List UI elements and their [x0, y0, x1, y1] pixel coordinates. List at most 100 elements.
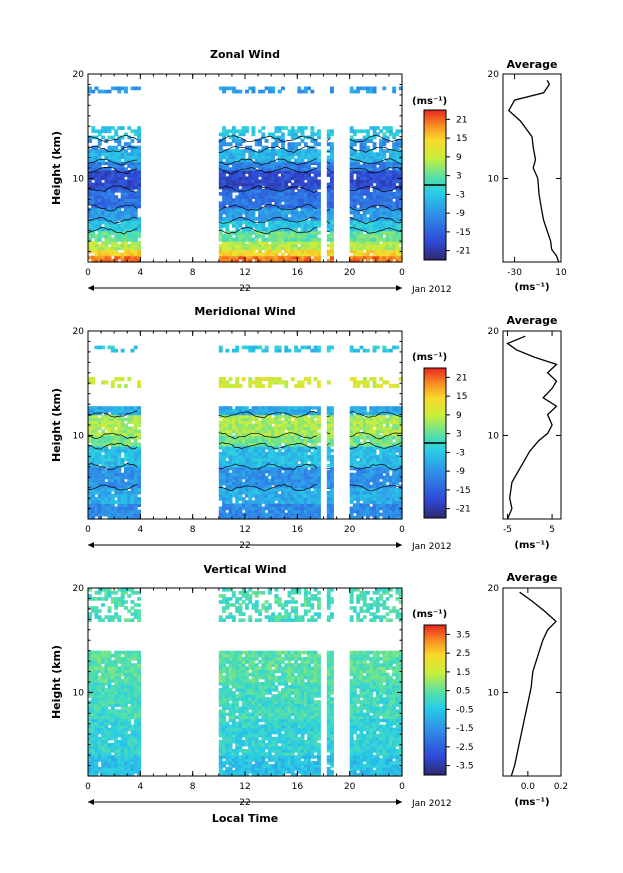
contour-line	[87, 135, 403, 143]
heatmap-cell	[88, 463, 92, 468]
heatmap-cell	[297, 500, 302, 504]
heatmap-cell	[290, 252, 295, 257]
heatmap-cell	[300, 210, 305, 215]
heatmap-cell	[235, 414, 240, 419]
heatmap-cell	[228, 182, 233, 187]
heatmap-cell	[228, 460, 233, 465]
heatmap-cell	[271, 448, 276, 453]
heatmap-cell	[114, 435, 119, 440]
heatmap-cell	[241, 497, 246, 501]
heatmap-cell	[97, 223, 102, 228]
heatmap-cell	[398, 432, 403, 437]
heatmap-cell	[359, 515, 364, 520]
heatmap-cell	[369, 255, 374, 260]
heatmap-cell	[369, 164, 374, 168]
heatmap-cell	[392, 176, 397, 181]
heatmap-cell	[356, 423, 361, 428]
heatmap-cell	[379, 487, 383, 492]
heatmap-cell	[248, 243, 253, 248]
heatmap-cell	[290, 241, 295, 245]
heatmap-cell	[369, 426, 374, 431]
heatmap-cell	[225, 195, 230, 199]
heatmap-cell	[231, 463, 236, 468]
heatmap-cell	[133, 411, 138, 416]
heatmap-cell	[97, 170, 102, 174]
heatmap-cell	[137, 170, 141, 174]
heatmap-cell	[317, 451, 321, 456]
heatmap-cell	[97, 207, 102, 212]
heatmap-cell	[228, 409, 233, 413]
heatmap-cell	[369, 126, 374, 130]
heatmap-cell	[356, 406, 361, 410]
heatmap-cell	[133, 214, 138, 218]
heatmap-cell	[91, 176, 96, 181]
heatmap-cell	[359, 417, 364, 422]
heatmap-cell	[218, 442, 223, 447]
heatmap-cell	[303, 201, 308, 206]
heatmap-cell	[254, 420, 259, 425]
heatmap-cell	[137, 234, 141, 239]
heatmap-cell	[385, 512, 390, 517]
heatmap-cell	[88, 167, 92, 171]
heatmap-cell	[277, 195, 282, 199]
heatmap-cell	[264, 204, 269, 209]
heatmap-cell	[248, 475, 253, 480]
heatmap-cell	[369, 487, 374, 492]
heatmap-cell	[94, 241, 99, 245]
heatmap-cell	[104, 126, 109, 130]
heatmap-cell	[362, 423, 367, 428]
heatmap-cell	[372, 478, 377, 483]
heatmap-cell	[352, 158, 357, 163]
heatmap-cell	[133, 493, 138, 498]
heatmap-cell	[310, 417, 315, 422]
heatmap-cell	[366, 487, 370, 492]
heatmap-cell	[349, 164, 354, 168]
heatmap-cell	[349, 411, 354, 416]
heatmap-cell	[281, 145, 285, 150]
heatmap-cell	[369, 155, 374, 160]
heatmap-cell	[137, 158, 141, 163]
heatmap-cell	[222, 246, 226, 251]
heatmap-cell	[107, 201, 112, 206]
heatmap-cell	[326, 223, 331, 228]
heatmap-cell	[231, 149, 236, 153]
heatmap-cell	[303, 135, 308, 140]
heatmap-cell	[277, 406, 282, 410]
heatmap-cell	[303, 207, 308, 212]
heatmap-cell	[124, 258, 128, 263]
heatmap-cell	[385, 182, 390, 187]
heatmap-cell	[382, 246, 387, 251]
heatmap-cell	[228, 448, 233, 453]
heatmap-cell	[97, 195, 102, 199]
heatmap-cell	[274, 460, 279, 465]
heatmap-cell	[352, 149, 357, 153]
heatmap-cell	[310, 442, 315, 447]
heatmap-cell	[366, 493, 370, 498]
heatmap-cell	[238, 220, 243, 225]
heatmap-cell	[284, 426, 289, 431]
heatmap-cell	[388, 223, 393, 228]
heatmap-cell	[369, 167, 374, 171]
heatmap-cell	[137, 490, 141, 495]
heatmap-cell	[254, 512, 259, 517]
heatmap-cell	[110, 158, 115, 163]
heatmap-cell	[313, 420, 318, 425]
heatmap-cell	[258, 152, 262, 156]
heatmap-cell	[225, 460, 230, 465]
heatmap-cell	[395, 432, 400, 437]
heatmap-cell	[251, 503, 256, 507]
heatmap-cell	[97, 149, 102, 153]
heatmap-cell	[385, 503, 390, 507]
heatmap-cell	[225, 132, 230, 137]
heatmap-cell	[271, 234, 276, 239]
heatmap-cell	[382, 442, 387, 447]
heatmap-cell	[326, 429, 331, 434]
heatmap-cell	[372, 223, 377, 228]
heatmap-cell	[248, 176, 253, 181]
heatmap-cell	[107, 417, 112, 422]
heatmap-cell	[231, 210, 236, 215]
heatmap-cell	[120, 179, 125, 184]
heatmap-cell	[372, 135, 377, 140]
heatmap-cell	[137, 252, 141, 257]
heatmap-cell	[369, 179, 374, 184]
